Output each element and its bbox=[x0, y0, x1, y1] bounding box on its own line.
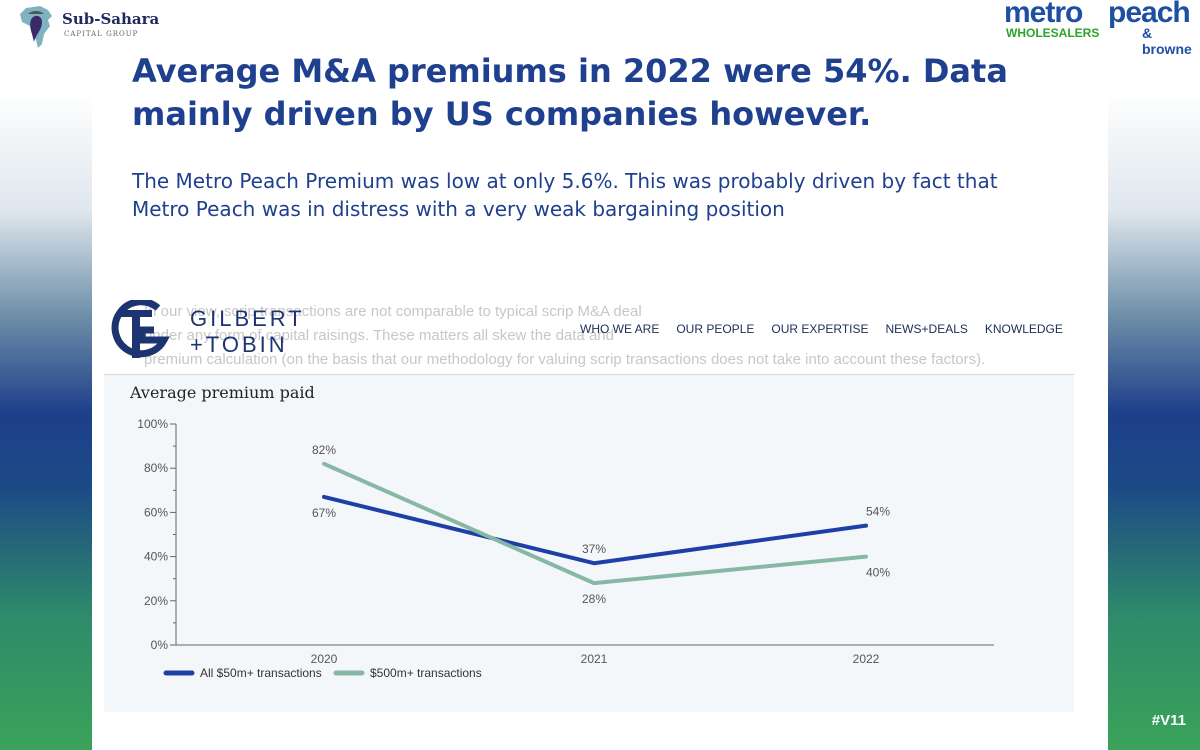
data-label: 40% bbox=[866, 566, 890, 580]
headline: Average M&A premiums in 2022 were 54%. D… bbox=[132, 52, 1008, 133]
nav-menu: WHO WE ARE OUR PEOPLE OUR EXPERTISE NEWS… bbox=[580, 322, 1074, 336]
nav-news-deals[interactable]: NEWS+DEALS bbox=[885, 322, 968, 336]
nav-our-expertise[interactable]: OUR EXPERTISE bbox=[771, 322, 869, 336]
gilbert-tobin-logo-icon[interactable] bbox=[110, 300, 170, 362]
x-tick-label: 2021 bbox=[581, 652, 608, 666]
africa-map-icon bbox=[20, 6, 52, 48]
data-label: 28% bbox=[582, 592, 606, 606]
y-tick-label: 60% bbox=[144, 505, 168, 519]
brand-name: Sub-Sahara bbox=[62, 10, 160, 28]
brand-line-1: GILBERT bbox=[190, 306, 305, 331]
legend-label: All $50m+ transactions bbox=[200, 666, 322, 680]
data-label: 37% bbox=[582, 542, 606, 556]
chart-title: Average premium paid bbox=[130, 383, 315, 402]
nav-knowledge[interactable]: KNOWLEDGE bbox=[984, 322, 1063, 336]
version-tag: #V11 bbox=[1151, 712, 1186, 729]
data-label: 82% bbox=[312, 443, 336, 457]
legend-label: $500m+ transactions bbox=[370, 666, 482, 680]
y-tick-label: 80% bbox=[144, 461, 168, 475]
browne-wordmark: & browne bbox=[1142, 25, 1192, 57]
ghost-line: under any form of capital raisings. Thes… bbox=[144, 327, 614, 344]
y-tick-label: 40% bbox=[144, 550, 168, 564]
gilbert-tobin-wordmark[interactable]: GILBERT +TOBIN bbox=[190, 306, 305, 358]
y-tick-label: 20% bbox=[144, 594, 168, 608]
premium-line-chart: 0% 20% 40% 60% 80% 100% 2020 2021 2022 67% 82% 37% 2… bbox=[137, 417, 994, 680]
series-line-1 bbox=[322, 461, 868, 586]
data-label: 67% bbox=[312, 506, 336, 520]
metro-peach-logo: metro WHOLESALERS peach & browne bbox=[1000, 0, 1200, 57]
y-tick-label: 0% bbox=[151, 638, 169, 652]
y-tick-label: 100% bbox=[137, 417, 168, 431]
brand-line-2: +TOBIN bbox=[190, 332, 288, 357]
ghost-line: premium calculation (on the basis that o… bbox=[144, 351, 986, 368]
nav-our-people[interactable]: OUR PEOPLE bbox=[676, 322, 755, 336]
peach-wordmark: peach bbox=[1108, 0, 1191, 29]
embedded-screenshot: In our view, scrip transactions are not … bbox=[104, 292, 1074, 712]
data-label: 54% bbox=[866, 505, 890, 519]
sub-sahara-logo: Sub-Sahara CAPITAL GROUP bbox=[18, 4, 168, 52]
nav-who-we-are[interactable]: WHO WE ARE bbox=[580, 322, 660, 336]
subtext: The Metro Peach Premium was low at only … bbox=[132, 169, 998, 221]
site-navbar: In our view, scrip transactions are not … bbox=[104, 292, 1074, 375]
metro-wordmark: metro bbox=[1004, 0, 1083, 29]
x-tick-label: 2022 bbox=[853, 652, 880, 666]
wholesalers-wordmark: WHOLESALERS bbox=[1006, 26, 1100, 40]
x-tick-label: 2020 bbox=[311, 652, 338, 666]
brand-subtitle: CAPITAL GROUP bbox=[64, 30, 139, 38]
faded-background-text: In our view, scrip transactions are not … bbox=[144, 300, 1064, 372]
series-line-0 bbox=[322, 494, 868, 566]
ghost-line: In our view, scrip transactions are not … bbox=[144, 303, 642, 320]
